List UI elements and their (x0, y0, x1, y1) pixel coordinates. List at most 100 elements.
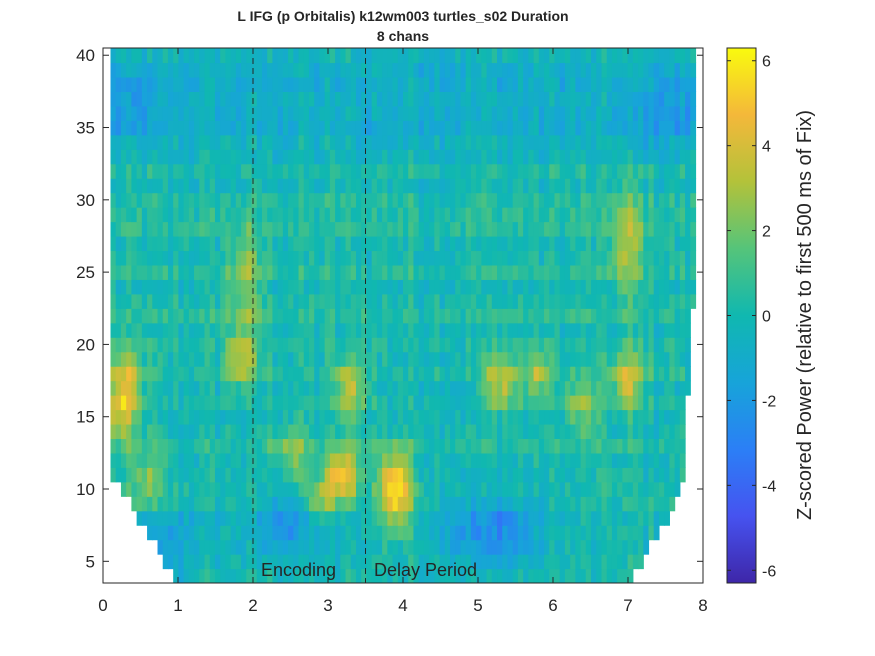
heatmap-cell (476, 452, 482, 468)
heatmap-cell (622, 539, 629, 555)
heatmap-cell (486, 366, 493, 382)
heatmap-cell (491, 539, 498, 555)
heatmap-cell (444, 279, 451, 295)
heatmap-cell (570, 76, 576, 92)
heatmap-cell (679, 235, 686, 252)
heatmap-cell (627, 322, 634, 338)
heatmap-cell (288, 62, 294, 78)
heatmap-cell (246, 525, 253, 541)
heatmap-cell (241, 510, 247, 526)
heatmap-cell (167, 91, 174, 107)
heatmap-cell (575, 554, 582, 570)
heatmap-cell (355, 539, 362, 555)
heatmap-cell (288, 264, 294, 280)
heatmap-cell (214, 452, 221, 468)
heatmap-cell (308, 134, 315, 150)
heatmap-cell (517, 409, 524, 425)
heatmap-cell (632, 91, 639, 107)
heatmap-cell (638, 163, 644, 179)
heatmap-cell (324, 149, 331, 165)
heatmap-cell (585, 91, 592, 107)
heatmap-cell (382, 235, 388, 252)
heatmap-cell (345, 481, 352, 497)
heatmap-cell (502, 207, 509, 223)
heatmap-cell (470, 554, 477, 570)
heatmap-cell (690, 192, 697, 208)
heatmap-cell (570, 568, 576, 583)
heatmap-cell (303, 134, 310, 150)
heatmap-cell (235, 221, 242, 237)
heatmap-cell (481, 207, 488, 223)
heatmap-cell (272, 235, 279, 252)
heatmap-cell (355, 235, 362, 252)
heatmap-cell (585, 423, 592, 440)
heatmap-cell (319, 134, 326, 150)
heatmap-cell (575, 264, 582, 280)
heatmap-cell (408, 134, 415, 150)
heatmap-cell (444, 235, 451, 252)
heatmap-cell (476, 76, 482, 92)
heatmap-cell (570, 62, 576, 78)
heatmap-cell (126, 351, 132, 367)
heatmap-cell (319, 308, 326, 324)
heatmap-cell (549, 423, 556, 440)
heatmap-cell (658, 134, 665, 150)
heatmap-cell (439, 264, 446, 280)
heatmap-cell (517, 366, 524, 382)
heatmap-cell (685, 308, 691, 324)
heatmap-cell (643, 221, 650, 237)
heatmap-cell (188, 554, 195, 570)
heatmap-cell (450, 395, 456, 411)
heatmap-cell (617, 163, 623, 179)
heatmap-cell (481, 235, 488, 252)
heatmap-cell (345, 279, 352, 295)
heatmap-cell (617, 134, 623, 150)
heatmap-cell (340, 76, 347, 92)
heatmap-cell (110, 221, 117, 237)
heatmap-cell (497, 76, 503, 92)
heatmap-cell (460, 134, 467, 150)
heatmap-cell (627, 250, 634, 266)
heatmap-cell (486, 134, 493, 150)
heatmap-cell (199, 48, 206, 64)
heatmap-cell (225, 496, 232, 512)
heatmap-cell (674, 149, 681, 165)
heatmap-cell (194, 380, 200, 396)
heatmap-cell (517, 351, 524, 367)
heatmap-cell (685, 351, 691, 367)
heatmap-cell (596, 525, 603, 541)
heatmap-cell (601, 568, 608, 583)
heatmap-cell (679, 62, 686, 78)
heatmap-cell (617, 293, 623, 309)
heatmap-cell (502, 337, 509, 353)
heatmap-cell (178, 467, 185, 483)
heatmap-cell (502, 539, 509, 555)
heatmap-cell (319, 395, 326, 411)
heatmap-cell (596, 105, 603, 121)
heatmap-cell (497, 264, 503, 280)
heatmap-cell (178, 481, 185, 497)
heatmap-cell (167, 264, 174, 280)
heatmap-cell (439, 149, 446, 165)
heatmap-cell (303, 395, 310, 411)
heatmap-cell (366, 351, 373, 367)
heatmap-cell (674, 207, 681, 223)
heatmap-cell (194, 525, 200, 541)
heatmap-cell (638, 423, 644, 440)
heatmap-cell (241, 337, 247, 353)
heatmap-cell (632, 250, 639, 266)
heatmap-cell (329, 91, 336, 107)
heatmap-cell (178, 496, 185, 512)
heatmap-cell (319, 192, 326, 208)
heatmap-cell (277, 322, 284, 338)
heatmap-cell (580, 120, 587, 136)
heatmap-cell (658, 178, 665, 194)
heatmap-cell (261, 496, 268, 512)
heatmap-cell (199, 337, 206, 353)
heatmap-cell (157, 395, 164, 411)
heatmap-cell (173, 568, 179, 583)
heatmap-cell (544, 554, 550, 570)
heatmap-cell (167, 62, 174, 78)
heatmap-cell (376, 221, 383, 237)
heatmap-cell (638, 134, 644, 150)
